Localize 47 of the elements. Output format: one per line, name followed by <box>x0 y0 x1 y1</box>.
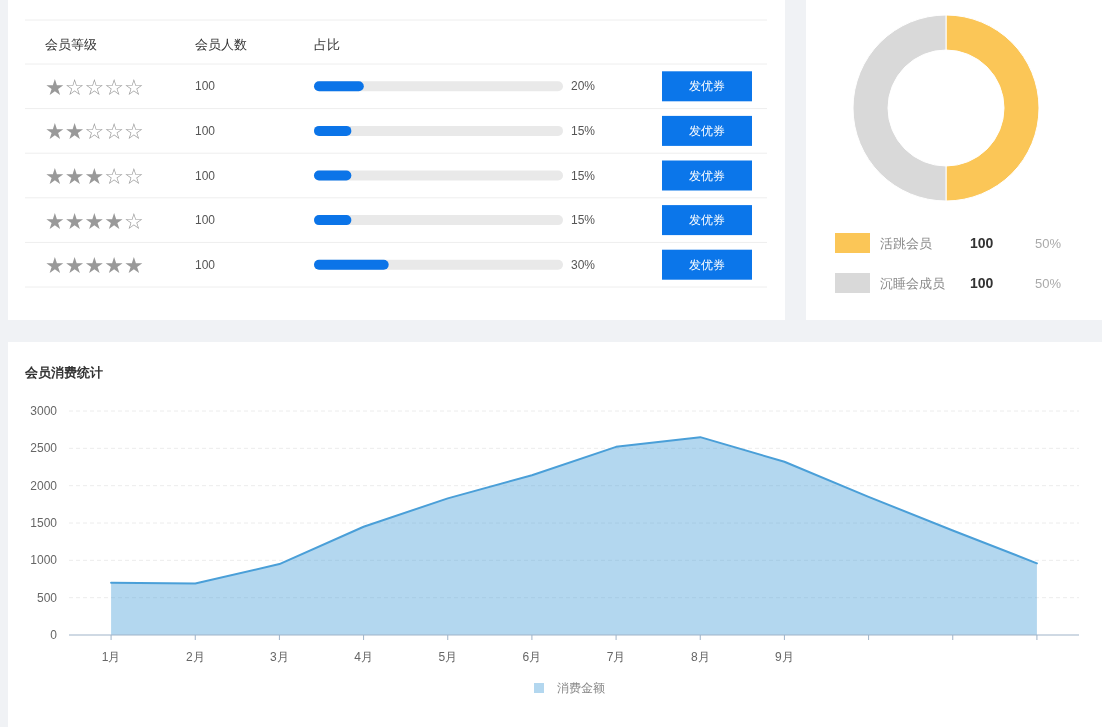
x-axis-title: 占比 <box>314 36 340 52</box>
y-tick-label: ★★★☆☆ <box>45 164 144 189</box>
data-label: 30% <box>571 257 596 272</box>
text: 100 <box>195 257 216 272</box>
data-label: 15% <box>571 213 596 228</box>
x-tick-label: 7月 <box>606 650 626 664</box>
y-tick-label: 500 <box>36 590 58 605</box>
y-tick-label: 1500 <box>30 516 58 530</box>
y-axis-title: 会员等级 <box>45 36 97 52</box>
data-label: 15% <box>571 168 596 183</box>
legend-label: 消费金额 <box>557 681 605 695</box>
y-tick-label: ★★★★☆ <box>45 208 144 234</box>
y-tick-label: ★★★★★ <box>45 253 144 279</box>
button: 发优券 <box>662 115 752 146</box>
x-tick-label: 4月 <box>354 650 373 664</box>
y-tick-label: 2500 <box>30 441 58 456</box>
legend-label: 沉睡会成员 <box>880 275 945 291</box>
text: 100 <box>195 79 216 94</box>
x-tick-label: 5月 <box>438 650 458 664</box>
button: 发优券 <box>662 71 752 102</box>
x-tick-label: 1月 <box>101 650 121 664</box>
y-tick-label: 3000 <box>30 404 58 418</box>
data-label: 100 <box>970 235 994 251</box>
text: 100 <box>195 168 216 183</box>
x-tick-label: 9月 <box>775 650 794 664</box>
y-tick-label: 0 <box>50 628 58 642</box>
text: 100 <box>195 123 216 138</box>
x-tick-label: 6月 <box>522 650 542 664</box>
text: 50% <box>1035 235 1062 251</box>
button: 发优券 <box>662 249 752 280</box>
text: 100 <box>195 213 216 228</box>
y-tick-label: 2000 <box>30 478 58 493</box>
chart-title: 会员消费统计 <box>24 364 103 380</box>
data-label: 100 <box>970 275 994 291</box>
x-tick-label: 3月 <box>270 650 289 664</box>
x-tick-label: 2月 <box>185 650 205 664</box>
data-label: 15% <box>571 123 596 138</box>
y-tick-label: ★★☆☆☆ <box>45 119 144 145</box>
data-label: 20% <box>571 79 596 94</box>
y-tick-label: ★☆☆☆☆ <box>45 74 144 100</box>
y-tick-label: 1000 <box>30 553 58 568</box>
legend-label: 活跳会员 <box>880 235 932 251</box>
text: 会员人数 <box>195 36 247 52</box>
button: 发优券 <box>662 205 752 236</box>
button: 发优券 <box>662 160 752 191</box>
text: 50% <box>1035 275 1062 291</box>
x-tick-label: 8月 <box>690 650 710 664</box>
